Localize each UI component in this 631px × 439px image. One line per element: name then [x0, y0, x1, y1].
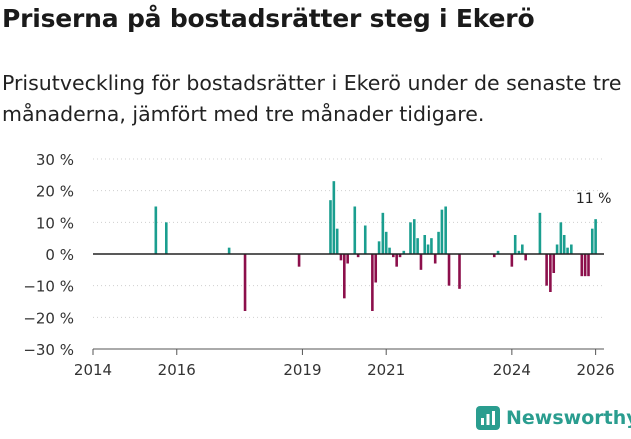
bar [444, 206, 447, 254]
bar [510, 254, 514, 267]
bar [559, 222, 563, 254]
bar [496, 250, 500, 254]
bar [395, 254, 398, 267]
bar [356, 254, 360, 258]
x-tick-label: 2021 [367, 361, 405, 379]
bar [384, 231, 388, 254]
bar [555, 244, 559, 254]
y-tick-label: 30 % [36, 151, 74, 169]
chart-subtitle: Prisutveckling för bostadsrätter i Ekerö… [2, 71, 622, 126]
bar [377, 241, 381, 254]
bar [447, 254, 451, 286]
newsworthy-icon [476, 406, 500, 430]
bar [412, 219, 416, 254]
y-tick-label: −30 % [23, 341, 74, 359]
bar [562, 235, 566, 254]
bar [419, 254, 423, 270]
bar-chart: −30 %−20 %−10 %0 %10 %20 %30 % 2014 2016 2… [23, 151, 615, 379]
bar [154, 206, 158, 254]
bar [538, 212, 542, 254]
y-tick-label: 10 % [36, 214, 74, 232]
bar [458, 254, 461, 289]
bar [549, 254, 552, 292]
bar [374, 254, 378, 283]
bar [545, 254, 548, 286]
x-axis-labels: 2014 2016 2019 2021 2024 2026 [74, 361, 615, 379]
bar [363, 225, 367, 254]
bar [517, 250, 521, 254]
bar [416, 238, 419, 254]
bar [580, 254, 584, 277]
bar [392, 254, 395, 258]
bar [381, 212, 385, 254]
annotations: 11 % [576, 191, 612, 207]
newsworthy-logo: Newsworthy [476, 406, 631, 430]
bar [388, 247, 391, 254]
bar [164, 222, 168, 254]
bar [552, 254, 556, 273]
bar [437, 231, 440, 254]
y-tick-label: −20 % [23, 309, 74, 327]
bar [227, 247, 231, 254]
bar [329, 200, 332, 254]
bar [594, 219, 597, 254]
bar [433, 254, 437, 264]
bar [297, 254, 301, 267]
bar [430, 238, 433, 254]
last-value-label: 11 % [576, 191, 612, 207]
bar [440, 209, 444, 254]
bar [346, 254, 349, 264]
bar [513, 235, 517, 254]
bar [398, 254, 402, 258]
bar [332, 181, 336, 254]
x-tick-label: 2014 [74, 361, 112, 379]
x-tick-label: 2026 [577, 361, 615, 379]
brand-name: Newsworthy [506, 407, 631, 429]
bar [426, 244, 430, 254]
y-axis-labels: −30 % −20 % −10 % 0 % 10 % 20 % 30 % [23, 151, 74, 359]
y-tick-label: 0 % [45, 246, 74, 264]
bar [524, 254, 527, 261]
y-tick-label: 20 % [36, 183, 74, 201]
bars [154, 181, 597, 311]
bar [402, 250, 406, 254]
bar [590, 228, 594, 254]
bar [521, 244, 524, 254]
bar [423, 235, 427, 254]
bar [371, 254, 374, 311]
x-tick-label: 2024 [493, 361, 531, 379]
bar [583, 254, 587, 277]
bar [353, 206, 357, 254]
bar [343, 254, 346, 299]
bar [570, 244, 573, 254]
bar [339, 254, 343, 261]
x-tick-label: 2016 [158, 361, 196, 379]
bar [566, 247, 569, 254]
axes [92, 253, 604, 355]
bar [243, 254, 247, 311]
chart-title: Priserna på bostadsrätter steg i Ekerö [2, 4, 535, 33]
bar [335, 228, 339, 254]
bar [492, 254, 496, 258]
bar [587, 254, 590, 277]
y-tick-label: −10 % [23, 278, 74, 296]
x-tick-label: 2019 [283, 361, 321, 379]
bar [409, 222, 412, 254]
